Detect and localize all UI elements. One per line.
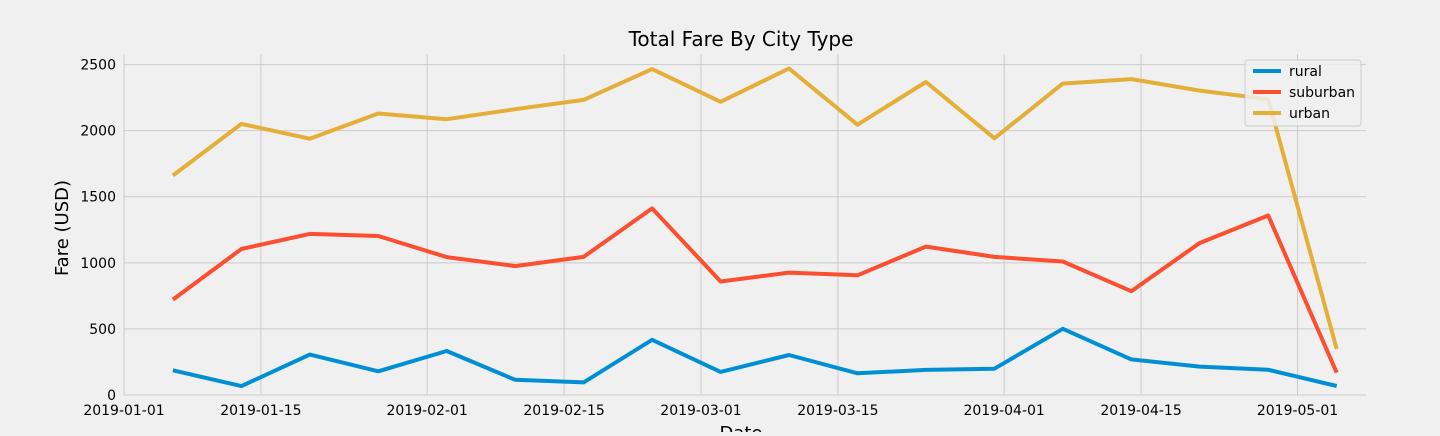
legend: rural suburban urban [1244,59,1362,127]
legend-box [1244,59,1362,127]
grid [123,54,1366,396]
y-tick-label: 0 [107,388,116,404]
series-line-urban [171,66,1339,350]
y-tick-label: 1000 [80,256,116,272]
y-tick-label: 500 [89,322,116,338]
series-line-rural [172,326,1338,389]
legend-label-urban: urban [1289,106,1330,122]
x-tick-label: 2019-05-01 [1257,403,1338,419]
chart-title: Total Fare By City Type [628,27,854,51]
series-line-suburban [171,206,1339,374]
x-tick-label: 2019-02-15 [523,403,604,419]
x-tick-label: 2019-03-01 [660,403,741,419]
legend-label-rural: rural [1289,64,1322,80]
y-tick-label: 1500 [80,190,116,206]
y-tick-label: 2500 [80,58,116,74]
y-axis-label: Fare (USD) [52,180,73,276]
tick-labels: 0 500 1000 1500 2000 2500 2019-01-01 2019-01-15… [80,58,1338,419]
legend-label-suburban: suburban [1289,85,1355,101]
x-tick-label: 2019-03-15 [797,403,878,419]
x-tick-label: 2019-01-01 [83,403,164,419]
x-tick-label: 2019-04-15 [1100,403,1181,419]
x-tick-label: 2019-01-15 [220,403,301,419]
x-tick-label: 2019-02-01 [386,403,467,419]
x-tick-label: 2019-04-01 [963,403,1044,419]
x-axis-label: Date [719,423,762,432]
series-lines [171,66,1339,389]
y-tick-label: 2000 [80,124,116,140]
